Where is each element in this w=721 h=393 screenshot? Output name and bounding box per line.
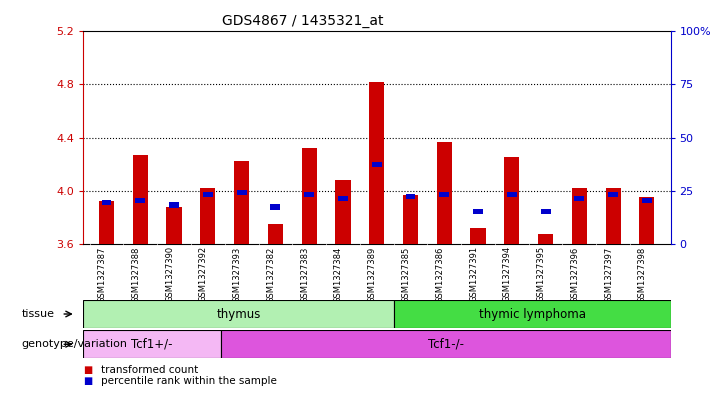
Text: transformed count: transformed count — [101, 365, 198, 375]
Bar — [504, 158, 519, 244]
Bar — [572, 188, 587, 244]
Text: GSM1327382: GSM1327382 — [267, 246, 275, 303]
Text: GSM1327396: GSM1327396 — [570, 246, 580, 303]
Bar — [203, 192, 213, 197]
Bar — [102, 200, 112, 206]
Text: GDS4867 / 1435321_at: GDS4867 / 1435321_at — [222, 14, 384, 28]
Text: ■: ■ — [83, 365, 92, 375]
Bar — [507, 192, 517, 197]
Text: GSM1327385: GSM1327385 — [402, 246, 410, 303]
Bar — [394, 300, 671, 328]
Bar — [136, 198, 145, 203]
Bar — [234, 162, 249, 244]
Text: GSM1327390: GSM1327390 — [165, 246, 174, 303]
Bar — [538, 234, 553, 244]
Text: GSM1327392: GSM1327392 — [199, 246, 208, 303]
Bar — [575, 196, 584, 201]
Text: genotype/variation: genotype/variation — [22, 339, 128, 349]
Bar — [640, 197, 655, 244]
Bar — [609, 192, 618, 197]
Bar — [99, 201, 114, 244]
Bar — [606, 188, 621, 244]
Bar — [83, 330, 221, 358]
Text: thymic lymphoma: thymic lymphoma — [479, 307, 585, 321]
Text: GSM1327389: GSM1327389 — [368, 246, 377, 303]
Bar — [473, 209, 483, 214]
Bar — [369, 82, 384, 244]
Bar — [304, 192, 314, 197]
Bar — [439, 192, 449, 197]
Bar — [541, 209, 551, 214]
Bar — [372, 162, 381, 167]
Bar — [403, 195, 418, 244]
Bar — [470, 228, 486, 244]
Text: GSM1327384: GSM1327384 — [334, 246, 343, 303]
Bar — [301, 148, 317, 244]
Text: GSM1327394: GSM1327394 — [503, 246, 512, 303]
Bar — [267, 224, 283, 244]
Bar — [167, 207, 182, 244]
Text: Tcf1+/-: Tcf1+/- — [131, 338, 173, 351]
Text: GSM1327387: GSM1327387 — [97, 246, 107, 303]
Text: percentile rank within the sample: percentile rank within the sample — [101, 376, 277, 386]
Text: ■: ■ — [83, 376, 92, 386]
Bar — [642, 198, 652, 203]
Text: thymus: thymus — [216, 307, 261, 321]
Text: Tcf1-/-: Tcf1-/- — [428, 338, 464, 351]
Text: GSM1327393: GSM1327393 — [233, 246, 242, 303]
Bar — [338, 196, 348, 201]
Text: tissue: tissue — [22, 309, 55, 319]
Text: GSM1327395: GSM1327395 — [536, 246, 546, 303]
Bar — [270, 204, 280, 210]
Text: GSM1327386: GSM1327386 — [435, 246, 444, 303]
Text: GSM1327397: GSM1327397 — [604, 246, 613, 303]
Bar — [133, 155, 148, 244]
Bar — [335, 180, 350, 244]
Bar — [405, 194, 415, 199]
Bar — [236, 189, 247, 195]
Text: GSM1327388: GSM1327388 — [131, 246, 141, 303]
Text: GSM1327391: GSM1327391 — [469, 246, 478, 303]
Text: GSM1327383: GSM1327383 — [300, 246, 309, 303]
Bar — [169, 202, 179, 208]
Bar — [83, 300, 394, 328]
Bar — [437, 141, 452, 244]
Text: GSM1327398: GSM1327398 — [638, 246, 647, 303]
Bar — [221, 330, 671, 358]
Bar — [200, 188, 216, 244]
